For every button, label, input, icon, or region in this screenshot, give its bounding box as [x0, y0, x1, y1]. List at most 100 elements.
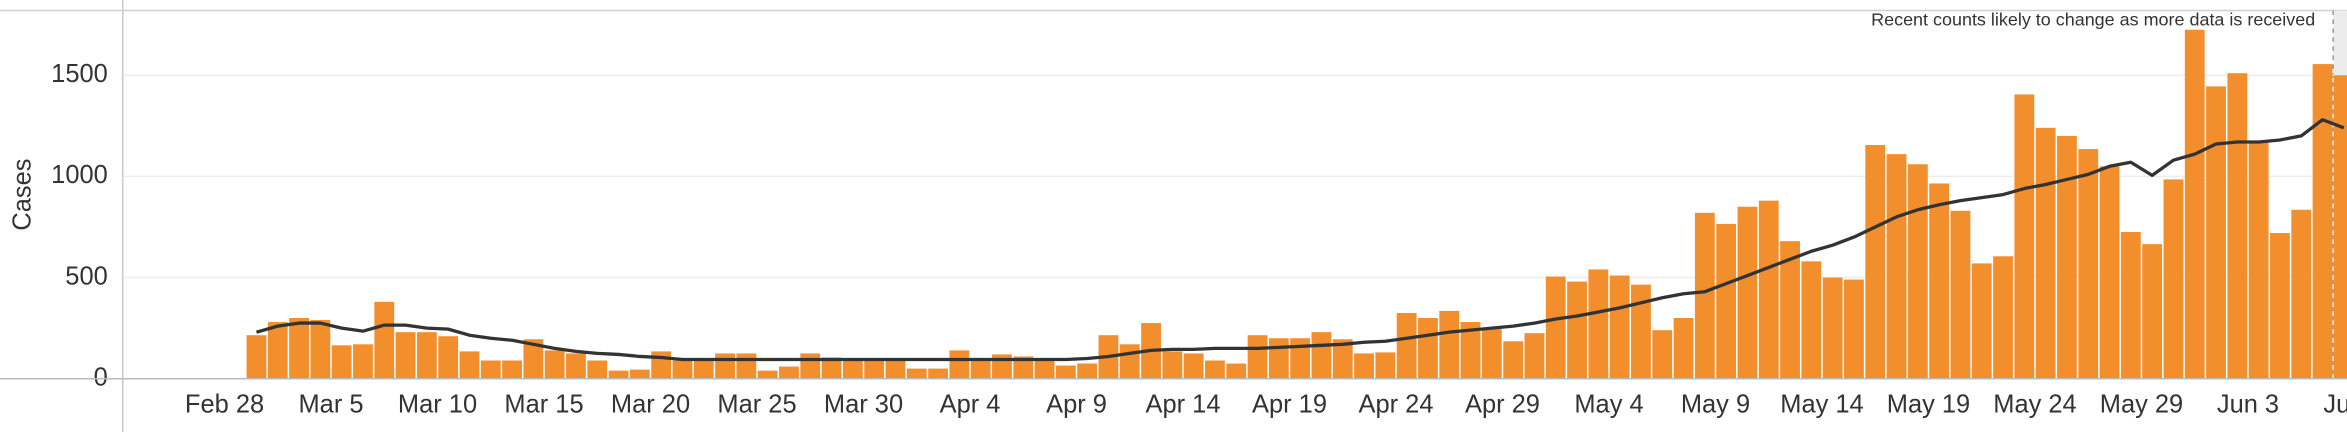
bar [842, 358, 863, 379]
bar [1183, 353, 1204, 379]
bar [1311, 332, 1332, 379]
bar [1844, 279, 1864, 379]
bar [1567, 281, 1587, 379]
bar [353, 344, 373, 379]
bar [2014, 94, 2035, 379]
bar [1545, 276, 1566, 379]
bar [1162, 351, 1183, 379]
bar [1716, 223, 1737, 379]
bar [672, 360, 693, 379]
bar [1226, 363, 1247, 379]
bar [1460, 322, 1481, 379]
bar [566, 353, 586, 379]
bar [1907, 164, 1928, 379]
annotation: Recent counts likely to change as more d… [1871, 10, 2315, 30]
bar [693, 360, 714, 379]
bar [736, 353, 757, 379]
x-tick-label: May 19 [1887, 390, 1970, 418]
bar [523, 339, 544, 379]
bar [1354, 353, 1374, 379]
x-tick-label: Mar 20 [611, 390, 690, 418]
bar [1694, 212, 1715, 379]
bar [1822, 277, 1843, 379]
bar [970, 360, 991, 379]
bar [2227, 73, 2248, 379]
bar [1290, 338, 1311, 379]
x-tick-label: May 9 [1681, 390, 1750, 418]
bar [608, 370, 629, 379]
bar [502, 360, 522, 379]
bar [267, 322, 288, 379]
bar [1673, 318, 1694, 379]
y-tick-label: 0 [94, 363, 108, 391]
x-tick-label: May 4 [1574, 390, 1643, 418]
y-tick-label: 1500 [51, 60, 108, 88]
bar [395, 332, 416, 379]
bar [1418, 318, 1438, 379]
bar [1247, 335, 1268, 379]
bar [1013, 356, 1034, 379]
x-tick-label: Jun 8 [2323, 390, 2347, 418]
bar [1055, 365, 1076, 379]
bar [1119, 344, 1140, 379]
bar [715, 353, 735, 379]
bar [800, 353, 821, 379]
bar [2333, 75, 2347, 379]
bar [2120, 232, 2141, 379]
bar [757, 370, 778, 379]
bar [1609, 275, 1630, 379]
bar [2270, 233, 2290, 379]
bar [1524, 333, 1545, 379]
bar [1631, 284, 1651, 379]
x-tick-label: Apr 4 [940, 390, 1001, 418]
bar [1758, 200, 1779, 379]
bar [1205, 360, 1225, 379]
x-tick-label: May 29 [2100, 390, 2183, 418]
x-tick-label: May 14 [1780, 390, 1863, 418]
bar [1332, 339, 1353, 379]
bar [1993, 256, 2013, 379]
bar [1737, 206, 1758, 379]
bar [885, 360, 906, 379]
bar [2142, 244, 2163, 379]
bar [480, 360, 501, 379]
bar [1886, 154, 1907, 379]
bar [246, 335, 267, 379]
bar [587, 360, 608, 379]
y-tick-label: 500 [65, 262, 107, 290]
bar [1588, 269, 1609, 379]
bar [1375, 352, 1396, 379]
x-tick-label: Mar 30 [824, 390, 903, 418]
bar [459, 351, 480, 379]
bar [1929, 183, 1950, 379]
x-tick-label: Apr 14 [1146, 390, 1221, 418]
bar [289, 318, 309, 379]
bar [1780, 241, 1800, 379]
x-tick-label: Mar 15 [504, 390, 583, 418]
bar [1503, 341, 1524, 379]
bar [2312, 64, 2333, 379]
x-tick-label: May 24 [1993, 390, 2076, 418]
bar [1439, 310, 1460, 379]
bar [374, 301, 395, 379]
bar [928, 368, 948, 379]
bar [1481, 329, 1502, 379]
bar [1971, 263, 1992, 379]
bar [2035, 127, 2056, 379]
x-tick-label: Apr 24 [1359, 390, 1434, 418]
y-tick-label: 1000 [51, 161, 108, 189]
bar [2163, 179, 2184, 379]
bar [2206, 86, 2226, 379]
average-line [256, 118, 2345, 362]
x-tick-label: Mar 10 [398, 390, 477, 418]
x-tick-label: Mar 5 [299, 390, 364, 418]
x-tick-label: Apr 19 [1252, 390, 1327, 418]
bar [1077, 363, 1098, 379]
x-tick-label: Mar 25 [717, 390, 796, 418]
bar [2057, 135, 2077, 379]
bar [2248, 141, 2269, 379]
bar [1950, 210, 1971, 379]
bar [2078, 149, 2099, 379]
bar [1652, 330, 1673, 379]
